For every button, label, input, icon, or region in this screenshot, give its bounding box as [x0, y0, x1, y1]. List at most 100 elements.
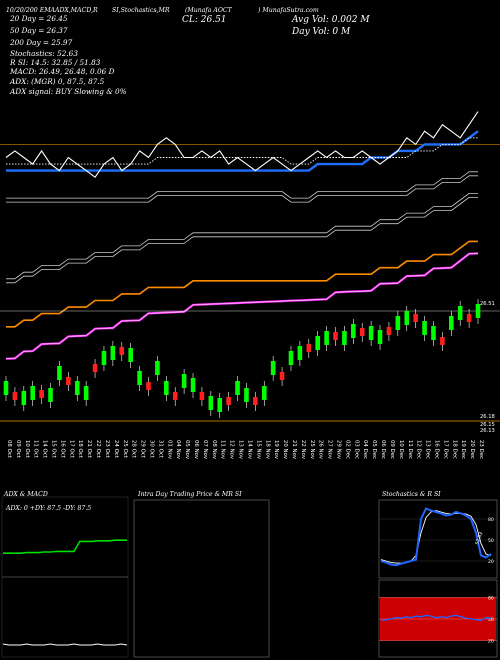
candle-body: [39, 390, 44, 398]
candle-body: [333, 332, 338, 340]
date-tick: 06 Dec: [380, 440, 386, 459]
day-vol-label: Day Vol: 0 M: [291, 27, 351, 37]
date-tick: 27 Nov: [327, 440, 333, 460]
date-tick: 05 Dec: [371, 440, 377, 459]
top-right: ) MunafaSutra.com: [257, 7, 319, 14]
candle-body: [475, 304, 481, 318]
candle-body: [270, 361, 276, 375]
candle-body: [235, 381, 240, 395]
ema20-band-upper: [6, 171, 478, 199]
stoch-d-line: [380, 510, 492, 564]
date-tick: 16 Oct: [59, 440, 65, 458]
ema200-band-upper: [6, 192, 478, 280]
date-tick: 25 Oct: [122, 440, 128, 458]
date-tick: 24 Oct: [113, 440, 119, 458]
ema200-line: [6, 240, 478, 328]
macd-label: MACD: 26.49, 26.48, 0.06 D: [9, 67, 115, 76]
date-tick: 30 Oct: [148, 440, 154, 458]
candle-body: [92, 364, 98, 372]
stoch-k-line: [380, 507, 492, 567]
rsi-tick-label: 80: [488, 595, 494, 601]
date-tick: 11 Dec: [407, 440, 413, 459]
date-tick: 03 Dec: [353, 440, 359, 459]
date-tick: 10 Dec: [398, 440, 404, 459]
stoch-label: Stochastics: 52.63: [10, 49, 78, 58]
candle-body: [359, 328, 365, 336]
adx-panel-title: ADX & MACD: [3, 491, 48, 498]
date-tick: 04 Nov: [175, 440, 181, 460]
ema-panel: [0, 111, 500, 360]
magenta-channel-core: [5, 253, 479, 360]
adx-macd-panel: ADX & MACD ADX: 0 +DY: 87.5 -DY: 87.5: [1, 491, 129, 658]
candle-body: [57, 366, 62, 380]
candle-body: [66, 377, 71, 385]
candle-body: [351, 324, 356, 338]
date-tick: 08 Oct: [6, 440, 12, 458]
date-tick: 31 Oct: [157, 440, 163, 458]
candle-body: [377, 330, 383, 344]
candle-body: [226, 397, 231, 405]
adx-readout: ADX: 0 +DY: 87.5 -DY: 87.5: [5, 505, 91, 512]
date-tick: 02 Dec: [344, 440, 350, 459]
ema200-band-lower: [6, 196, 478, 284]
date-tick: 25 Nov: [309, 440, 315, 460]
date-tick: 19 Nov: [273, 440, 279, 460]
ema20-band-lower: [6, 175, 478, 203]
date-tick: 20 Dec: [469, 440, 475, 459]
date-tick: 16 Dec: [433, 440, 439, 459]
candle-body: [368, 326, 374, 340]
candle-body: [199, 392, 205, 400]
intraday-panel-frame: [133, 499, 270, 658]
candle-body: [30, 386, 36, 400]
date-tick: 29 Nov: [336, 440, 342, 460]
top-left-tag: 10/20/200 EMA: [6, 7, 56, 14]
date-tick: 29 Oct: [140, 440, 146, 458]
candle-body: [288, 351, 294, 365]
date-axis: 08 Oct 09 Oct 10 Oct 11 Oct 14 Oct 15 Oct 16 O…: [6, 440, 484, 460]
magenta-channel-line: [5, 252, 479, 360]
date-tick: 14 Nov: [246, 440, 252, 460]
candle-body: [324, 331, 329, 345]
candle-body: [110, 346, 116, 360]
date-tick: 17 Oct: [68, 440, 74, 458]
candle-body: [101, 351, 107, 365]
date-tick: 22 Nov: [300, 440, 306, 460]
date-tick: 06 Nov: [193, 440, 199, 460]
stoch-tick-label: 20: [488, 559, 494, 565]
candle-body: [217, 398, 223, 412]
candle-body: [12, 392, 18, 400]
date-tick: 12 Nov: [229, 440, 235, 460]
date-tick: 21 Oct: [86, 440, 92, 458]
date-tick: 09 Dec: [389, 440, 395, 459]
date-tick: 23 Oct: [104, 440, 110, 458]
date-tick: 04 Dec: [362, 440, 368, 459]
macd-line: [2, 643, 128, 646]
avg-vol-label: Avg Vol: 0.002 M: [291, 15, 370, 25]
close-price-line: [5, 111, 479, 178]
adx-label: ADX: (MGR) 0, 87.5, 87.5: [9, 77, 105, 86]
date-tick: 15 Nov: [255, 440, 261, 460]
date-tick: 01 Nov: [166, 440, 172, 460]
rsi-tick-label: 20: [488, 639, 494, 645]
stoch-tick-label: 80: [488, 517, 494, 523]
date-tick: 18 Oct: [77, 440, 83, 458]
close-label: CL: 26.51: [182, 15, 227, 25]
candle-body: [244, 388, 249, 402]
adx-line: [3, 539, 127, 555]
candle-body: [342, 331, 347, 345]
top-stoch: SI,Stochastics,MR: [112, 7, 170, 14]
candle-body: [395, 316, 401, 330]
date-tick: 22 Oct: [95, 440, 101, 458]
candle-body: [279, 372, 285, 380]
candle-body: [440, 337, 445, 345]
candle-body: [190, 378, 196, 392]
candle-body: [466, 314, 472, 322]
candle-body: [431, 326, 436, 340]
candle-body: [181, 374, 187, 388]
ema20-line: [6, 137, 478, 165]
date-tick: 18 Dec: [451, 440, 457, 459]
candle-body: [128, 348, 133, 362]
date-tick: 13 Nov: [238, 440, 244, 460]
